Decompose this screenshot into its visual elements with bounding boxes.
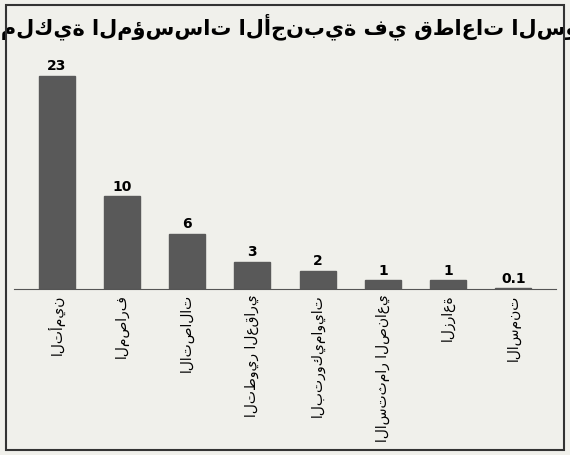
Text: 10: 10: [112, 180, 132, 194]
Bar: [495, 288, 531, 289]
Text: 2: 2: [313, 254, 323, 268]
Bar: [430, 280, 466, 289]
Title: نسب ملكية المؤسسات الأجنبية في قطاعات السوق (%): نسب ملكية المؤسسات الأجنبية في قطاعات ال…: [0, 13, 570, 40]
Bar: [39, 76, 75, 289]
Bar: [365, 280, 401, 289]
Bar: [169, 233, 205, 289]
Text: 6: 6: [182, 217, 192, 231]
Bar: [300, 271, 336, 289]
Bar: [104, 197, 140, 289]
Bar: [234, 262, 270, 289]
Text: 3: 3: [247, 245, 257, 259]
Text: 1: 1: [443, 264, 453, 278]
Text: 0.1: 0.1: [501, 272, 526, 286]
Text: 1: 1: [378, 264, 388, 278]
Text: 23: 23: [47, 60, 66, 73]
